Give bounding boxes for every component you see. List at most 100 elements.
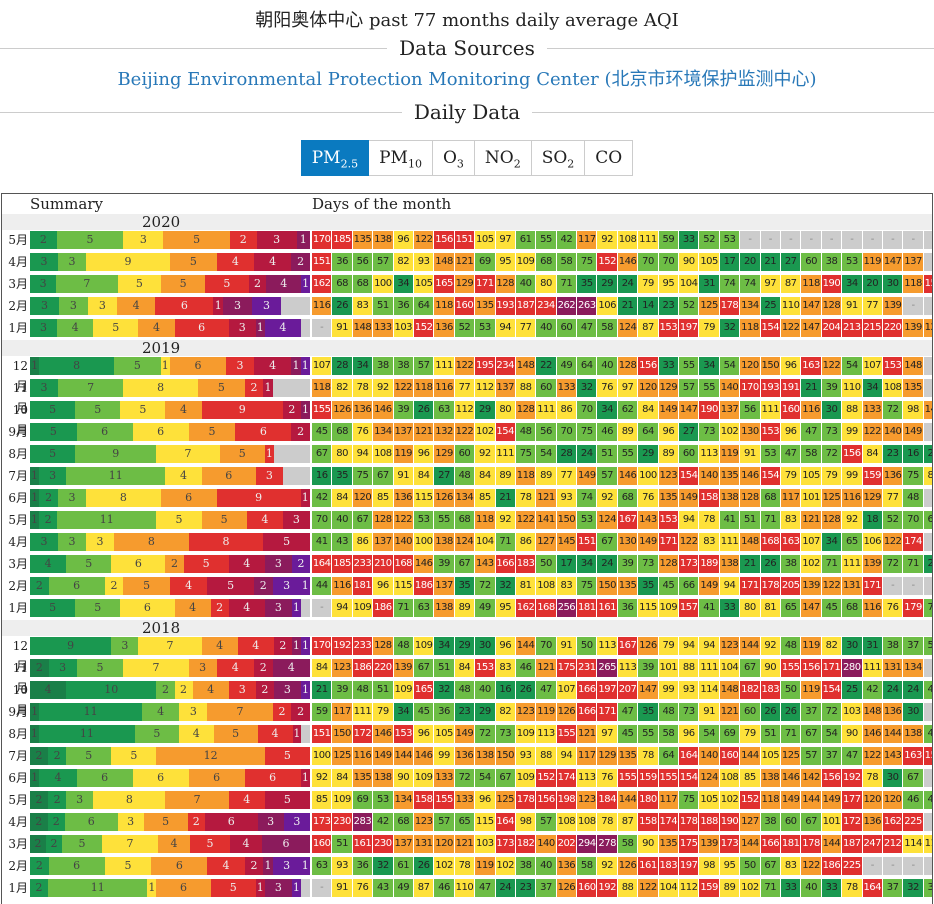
day-cell[interactable]: 148 bbox=[352, 319, 373, 337]
day-cell[interactable]: 55 bbox=[434, 511, 454, 529]
day-cell[interactable]: 192 bbox=[597, 879, 617, 897]
day-cell[interactable]: 122 bbox=[882, 533, 903, 551]
day-cell[interactable]: 95 bbox=[719, 857, 740, 875]
day-cell[interactable]: 81 bbox=[515, 577, 536, 595]
day-cell[interactable]: 56 bbox=[352, 253, 373, 271]
day-cell[interactable]: 63 bbox=[434, 401, 454, 419]
day-cell[interactable]: 138 bbox=[434, 599, 454, 617]
day-cell[interactable]: 34 bbox=[393, 275, 413, 293]
day-cell[interactable]: 118 bbox=[760, 791, 780, 809]
day-cell[interactable]: 91 bbox=[332, 879, 352, 897]
day-cell[interactable]: 95 bbox=[495, 253, 515, 271]
day-cell[interactable]: 150 bbox=[495, 747, 515, 765]
day-cell[interactable]: 125 bbox=[780, 747, 801, 765]
day-cell[interactable]: 122 bbox=[821, 577, 842, 595]
day-cell[interactable]: 128 bbox=[373, 511, 393, 529]
day-cell[interactable]: 69 bbox=[352, 791, 373, 809]
day-cell[interactable]: 93 bbox=[679, 681, 699, 699]
day-cell[interactable]: 58 bbox=[556, 253, 577, 271]
day-cell[interactable]: 63 bbox=[413, 599, 434, 617]
day-cell[interactable]: 134 bbox=[903, 659, 923, 677]
day-cell[interactable]: - bbox=[923, 423, 932, 441]
day-cell[interactable]: 102 bbox=[434, 857, 454, 875]
day-cell[interactable]: 48 bbox=[454, 467, 475, 485]
day-cell[interactable]: 131 bbox=[842, 577, 862, 595]
day-cell[interactable]: 105 bbox=[699, 791, 719, 809]
day-cell[interactable]: 166 bbox=[495, 555, 515, 573]
day-cell[interactable]: 167 bbox=[617, 511, 638, 529]
day-cell[interactable]: 99 bbox=[658, 681, 679, 699]
day-cell[interactable]: 233 bbox=[352, 637, 373, 655]
day-cell[interactable]: 41 bbox=[719, 511, 740, 529]
day-cell[interactable]: 24 bbox=[617, 275, 638, 293]
day-cell[interactable]: 21 bbox=[495, 489, 515, 507]
day-cell[interactable]: 55 bbox=[638, 725, 658, 743]
day-cell[interactable]: 136 bbox=[434, 319, 454, 337]
day-cell[interactable]: 115 bbox=[475, 813, 495, 831]
day-cell[interactable]: 116 bbox=[801, 401, 821, 419]
day-cell[interactable]: 29 bbox=[597, 275, 617, 293]
day-cell[interactable]: 126 bbox=[556, 703, 577, 721]
day-cell[interactable]: 177 bbox=[842, 791, 862, 809]
day-cell[interactable]: 205 bbox=[780, 577, 801, 595]
day-cell[interactable]: 193 bbox=[760, 379, 780, 397]
day-cell[interactable]: - bbox=[923, 813, 932, 831]
day-cell[interactable]: 124 bbox=[699, 769, 719, 787]
day-cell[interactable]: 109 bbox=[352, 599, 373, 617]
day-cell[interactable]: 230 bbox=[373, 835, 393, 853]
day-cell[interactable]: 151 bbox=[454, 231, 475, 249]
day-cell[interactable]: 39 bbox=[617, 555, 638, 573]
day-cell[interactable]: 168 bbox=[393, 555, 413, 573]
day-cell[interactable]: 133 bbox=[434, 769, 454, 787]
day-cell[interactable]: 90 bbox=[393, 769, 413, 787]
day-cell[interactable]: 121 bbox=[536, 489, 556, 507]
day-cell[interactable]: - bbox=[923, 357, 932, 375]
day-cell[interactable]: 161 bbox=[597, 599, 617, 617]
day-cell[interactable]: 278 bbox=[597, 835, 617, 853]
day-cell[interactable]: 24 bbox=[597, 555, 617, 573]
day-cell[interactable]: 37 bbox=[536, 879, 556, 897]
day-cell[interactable]: 58 bbox=[577, 857, 597, 875]
day-cell[interactable]: 26 bbox=[760, 555, 780, 573]
day-cell[interactable]: 69 bbox=[475, 253, 495, 271]
day-cell[interactable]: 45 bbox=[821, 599, 842, 617]
day-cell[interactable]: 30 bbox=[903, 703, 923, 721]
day-cell[interactable]: 61 bbox=[515, 231, 536, 249]
day-cell[interactable]: 88 bbox=[536, 747, 556, 765]
day-cell[interactable]: 96 bbox=[679, 725, 699, 743]
day-cell[interactable]: - bbox=[923, 253, 932, 271]
day-cell[interactable]: 117 bbox=[577, 231, 597, 249]
day-cell[interactable]: 40 bbox=[536, 319, 556, 337]
day-cell[interactable]: 129 bbox=[658, 379, 679, 397]
day-cell[interactable]: 143 bbox=[882, 747, 903, 765]
day-cell[interactable]: 57 bbox=[597, 467, 617, 485]
day-cell[interactable]: 95 bbox=[658, 275, 679, 293]
day-cell[interactable]: 25 bbox=[760, 297, 780, 315]
day-cell[interactable]: 146 bbox=[413, 555, 434, 573]
day-cell[interactable]: 28 bbox=[332, 357, 352, 375]
day-cell[interactable]: 29 bbox=[923, 445, 932, 463]
day-cell[interactable]: 118 bbox=[312, 379, 332, 397]
day-cell[interactable]: 34 bbox=[434, 637, 454, 655]
day-cell[interactable]: 40 bbox=[536, 857, 556, 875]
day-cell[interactable]: 171 bbox=[475, 275, 495, 293]
day-cell[interactable]: 160 bbox=[454, 297, 475, 315]
day-cell[interactable]: 138 bbox=[903, 725, 923, 743]
day-cell[interactable]: 18 bbox=[862, 511, 882, 529]
day-cell[interactable]: 134 bbox=[393, 791, 413, 809]
day-cell[interactable]: - bbox=[882, 857, 903, 875]
day-cell[interactable]: 71 bbox=[780, 725, 801, 743]
day-cell[interactable]: 137 bbox=[393, 423, 413, 441]
day-cell[interactable]: 53 bbox=[719, 231, 740, 249]
day-cell[interactable]: 116 bbox=[332, 577, 352, 595]
day-cell[interactable]: 85 bbox=[740, 769, 760, 787]
day-cell[interactable]: 125 bbox=[495, 791, 515, 809]
day-cell[interactable]: 135 bbox=[719, 467, 740, 485]
day-cell[interactable]: 153 bbox=[760, 423, 780, 441]
day-cell[interactable]: 75 bbox=[903, 467, 923, 485]
day-cell[interactable]: 143 bbox=[638, 511, 658, 529]
day-cell[interactable]: 105 bbox=[760, 747, 780, 765]
day-cell[interactable]: 152 bbox=[597, 253, 617, 271]
day-cell[interactable]: 153 bbox=[475, 659, 495, 677]
day-cell[interactable]: 133 bbox=[373, 319, 393, 337]
